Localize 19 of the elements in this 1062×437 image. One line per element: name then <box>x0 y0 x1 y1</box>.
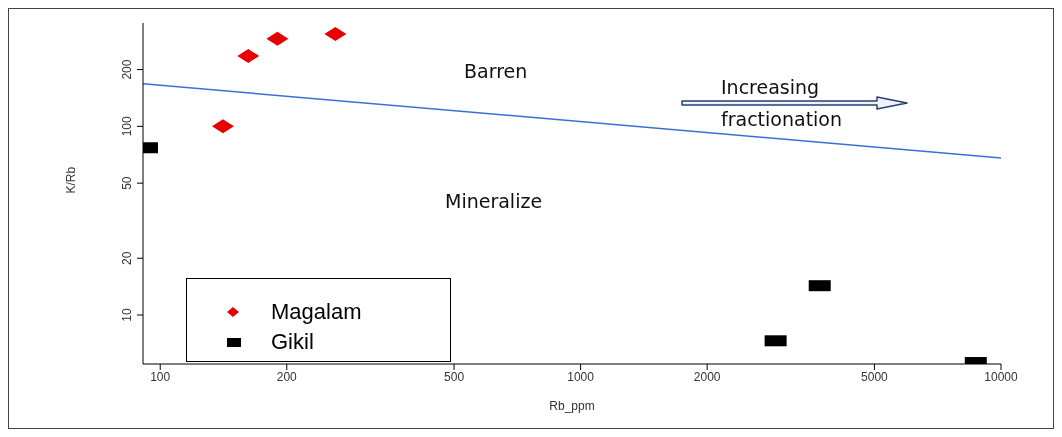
legend-label: Gikil <box>271 329 314 355</box>
x-axis-title: Rb_ppm <box>549 399 595 413</box>
y-tick-label: 200 <box>120 59 134 80</box>
x-tick-label: 1000 <box>567 369 595 384</box>
y-axis-title: K/Rb <box>64 166 79 194</box>
x-tick-label: 2000 <box>693 369 721 384</box>
x-tick-label: 5000 <box>861 369 889 384</box>
y-tick-label: 10 <box>120 308 134 322</box>
x-tick-label: 10000 <box>984 369 1019 384</box>
x-tick-label: 100 <box>150 369 171 384</box>
legend-label: Magalam <box>271 299 362 325</box>
x-tick-label: 500 <box>444 369 465 384</box>
x-tick-label: 200 <box>276 369 298 384</box>
annotation: Barren <box>464 59 528 84</box>
annotation: Increasing fractionation <box>721 75 844 132</box>
y-tick-label: 50 <box>120 176 134 190</box>
annotation: Mineralize <box>445 189 543 214</box>
y-tick-label: 20 <box>120 251 134 265</box>
y-tick-label: 100 <box>120 116 134 137</box>
